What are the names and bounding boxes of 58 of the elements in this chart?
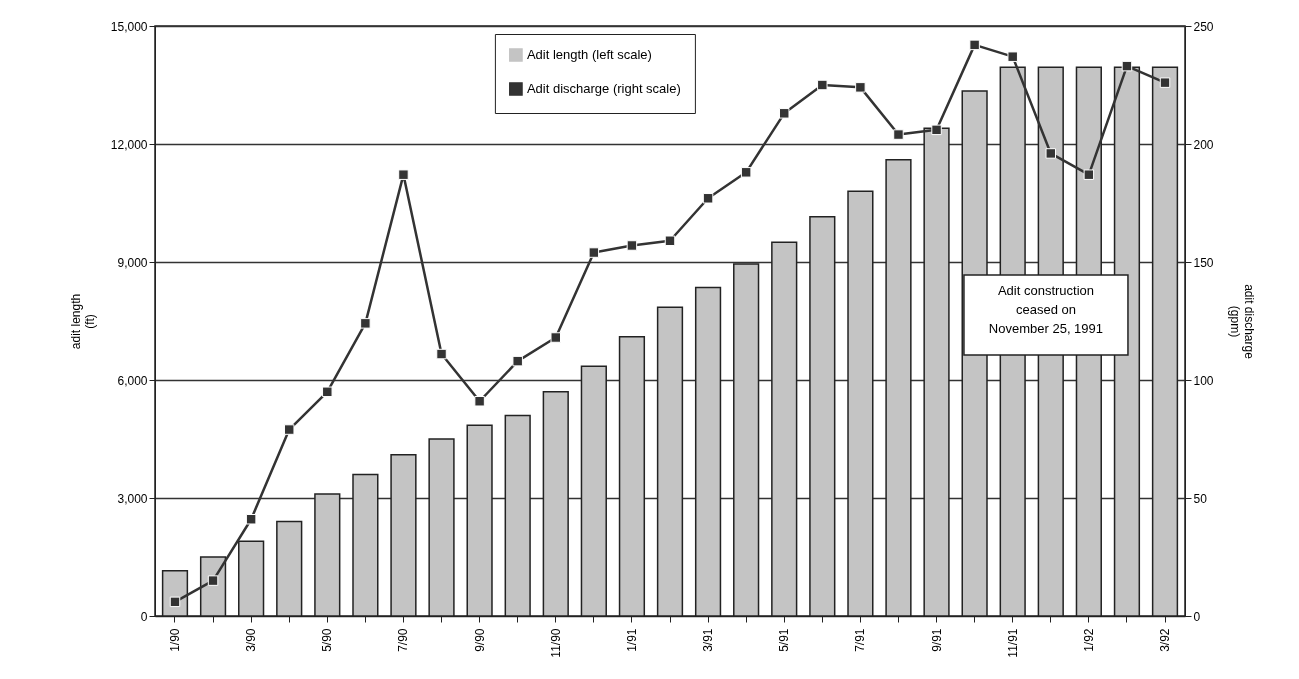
y2-tick-label: 200 xyxy=(1193,137,1214,152)
x-tick-label: 1/91 xyxy=(624,628,639,652)
annotation: Adit construction ceased on November 25, 1991 xyxy=(988,283,1104,337)
y2-tick-label: 250 xyxy=(1193,19,1214,34)
x-tick-label: 3/92 xyxy=(1158,628,1173,652)
x-tick-label: 3/91 xyxy=(701,628,716,652)
point xyxy=(588,247,600,258)
point xyxy=(322,386,333,398)
y-tick-label: 12,000 xyxy=(110,137,148,152)
y-tick-label: 15,000 xyxy=(110,19,148,34)
x-tick-label: 5/90 xyxy=(320,628,335,652)
point xyxy=(778,108,790,119)
y2-tick-label: 150 xyxy=(1193,255,1214,270)
point xyxy=(474,396,485,407)
point xyxy=(893,129,904,140)
x-tick-label: 1/90 xyxy=(167,628,182,652)
y-tick-label: 3,000 xyxy=(117,491,148,506)
point xyxy=(817,79,828,91)
point xyxy=(626,240,638,251)
x-tick-label: 7/90 xyxy=(396,628,411,652)
x-tick-label: 5/91 xyxy=(777,628,792,652)
point xyxy=(169,596,181,608)
point xyxy=(1045,148,1057,159)
legend-label: Adit length (left scale) xyxy=(526,47,652,62)
y2-tick-label: 50 xyxy=(1193,491,1208,506)
y2-axis-title: adit discharge (gpm) xyxy=(1227,284,1256,360)
point xyxy=(1007,51,1018,62)
point xyxy=(283,424,295,435)
y2-tick-label: 100 xyxy=(1193,373,1214,388)
x-tick-label: 9/91 xyxy=(929,628,944,652)
point xyxy=(702,193,714,204)
y-tick-label: 6,000 xyxy=(117,373,148,388)
point xyxy=(207,575,219,586)
legend-label: Adit discharge (right scale) xyxy=(526,81,681,96)
point xyxy=(664,235,676,246)
point xyxy=(512,355,523,367)
point xyxy=(931,124,942,136)
x-tick-label: 3/90 xyxy=(244,628,259,652)
point xyxy=(360,318,371,329)
point xyxy=(436,348,447,360)
x-tick-label: 11/91 xyxy=(1005,628,1020,658)
point xyxy=(969,39,980,51)
point xyxy=(1121,60,1133,72)
x-tick-label: 11/90 xyxy=(548,628,563,658)
point xyxy=(740,167,752,178)
y-axis-title: adit length (ft) xyxy=(68,293,97,350)
point xyxy=(1159,77,1171,88)
y-tick-label: 9,000 xyxy=(117,255,148,270)
point xyxy=(398,169,409,180)
y2-tick-label: 0 xyxy=(1193,609,1201,624)
point xyxy=(550,332,562,343)
y-tick-label: 0 xyxy=(140,609,148,624)
point xyxy=(245,514,257,525)
x-tick-label: 1/92 xyxy=(1081,628,1096,652)
point xyxy=(855,82,866,93)
x-tick-label: 7/91 xyxy=(853,628,868,652)
point xyxy=(1083,169,1095,180)
x-tick-label: 9/90 xyxy=(472,628,487,652)
